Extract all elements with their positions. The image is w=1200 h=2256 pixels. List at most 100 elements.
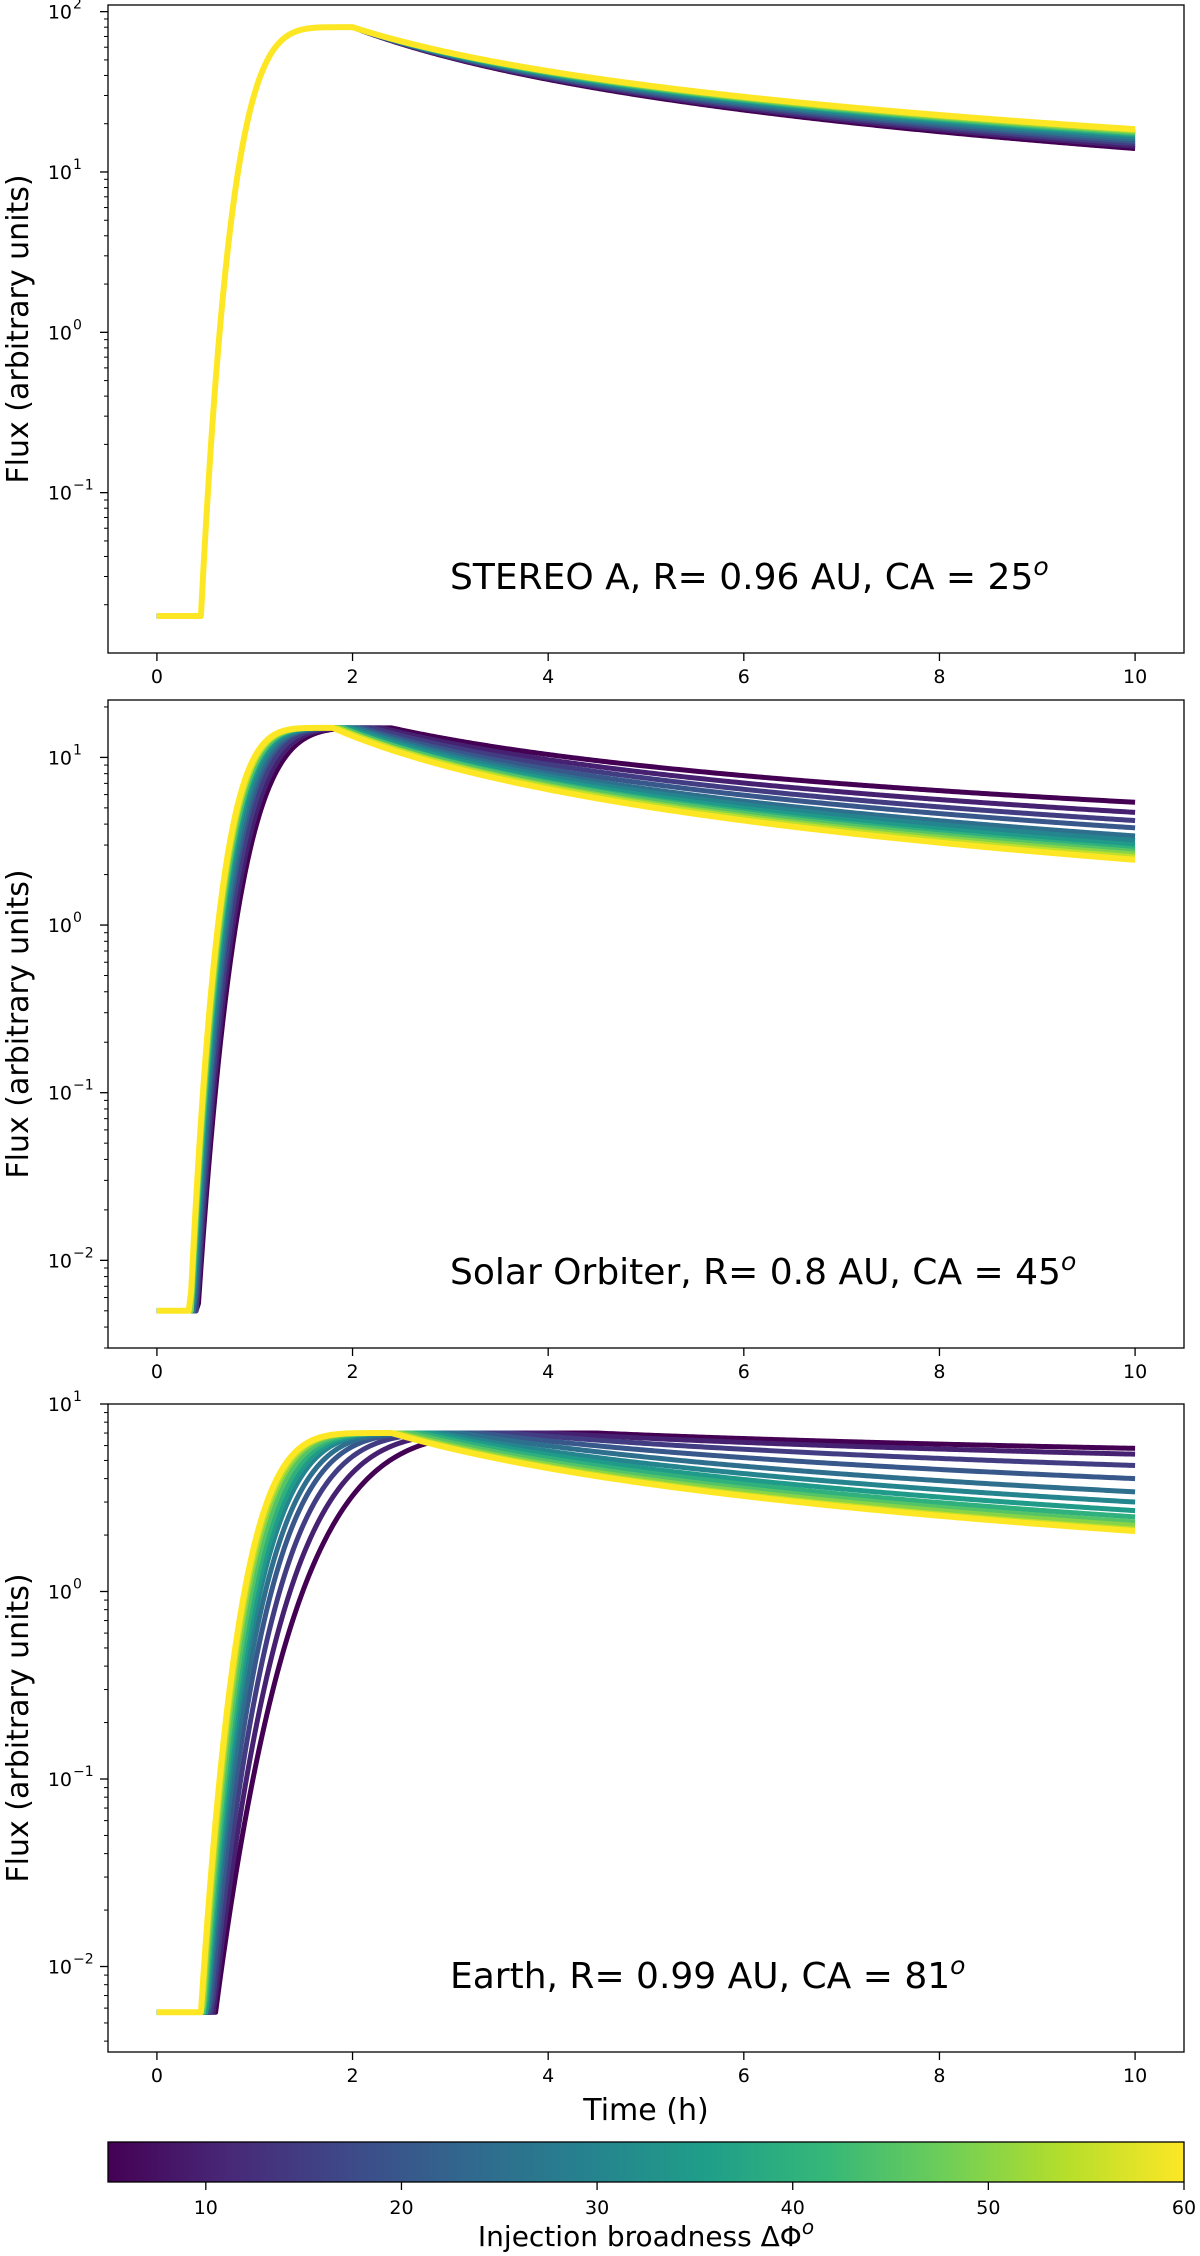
y-tick-exponent: 1 (73, 157, 82, 173)
y-tick-exponent: 1 (73, 1389, 82, 1405)
annotation-superscript: o (1033, 552, 1048, 581)
y-tick-base: 10 (48, 1250, 72, 1272)
x-tick-label: 0 (151, 2065, 163, 2087)
colorbar-tick-label: 10 (194, 2197, 218, 2219)
y-tick-exponent: −1 (73, 478, 94, 494)
colorbar-label: Injection broadness ΔΦo (478, 2215, 814, 2253)
axes-frame (107, 699, 1185, 1349)
y-tick-label: 10 (48, 1394, 72, 1416)
y-tick-label: 10 (48, 1083, 72, 1105)
y-tick-base: 10 (48, 1769, 72, 1791)
series-line (156, 24, 1136, 619)
x-tick-label: 0 (151, 1361, 163, 1383)
series-line (156, 24, 1136, 619)
series-line (156, 1430, 1136, 2015)
colorbar-tick-label: 30 (585, 2197, 609, 2219)
x-tick-label: 2 (346, 2065, 358, 2087)
series-line (156, 24, 1136, 619)
x-tick-label: 6 (738, 1361, 750, 1383)
y-tick-exponent: −2 (73, 1952, 94, 1968)
colorbar-label-superscript: o (802, 2215, 814, 2239)
series-line (156, 24, 1136, 619)
y-tick-base: 10 (48, 1957, 72, 1979)
series-line (156, 1430, 1136, 2015)
y-tick-base: 10 (48, 747, 72, 769)
x-tick-label: 10 (1123, 1361, 1147, 1383)
colorbar-tick-label: 20 (389, 2197, 413, 2219)
y-tick-exponent: −1 (73, 1764, 94, 1780)
panel-annotation: STEREO A, R= 0.96 AU, CA = 25o (450, 552, 1049, 598)
x-tick-label: 4 (542, 1361, 554, 1383)
y-tick-exponent: 0 (73, 317, 82, 333)
y-axis-label: Flux (arbitrary units) (1, 174, 36, 483)
series-line (156, 1430, 1136, 2015)
annotation-text: Earth, R= 0.99 AU, CA = 81 (450, 1956, 950, 1997)
annotation-text: STEREO A, R= 0.96 AU, CA = 25 (450, 557, 1033, 598)
series-line (156, 1430, 1136, 2015)
annotation-superscript: o (950, 1951, 965, 1980)
x-tick-label: 6 (738, 2065, 750, 2087)
series-line (156, 24, 1136, 619)
y-tick-base: 10 (48, 322, 72, 344)
y-tick-base: 10 (48, 483, 72, 505)
series-line (156, 24, 1136, 619)
y-axis-label: Flux (arbitrary units) (1, 1573, 36, 1882)
x-tick-label: 2 (346, 1361, 358, 1383)
series-line (156, 1430, 1136, 2015)
annotation-text: Solar Orbiter, R= 0.8 AU, CA = 45 (450, 1252, 1061, 1293)
y-tick-base: 10 (48, 1582, 72, 1604)
series-line (156, 24, 1136, 619)
series-line (156, 24, 1136, 619)
series-line (156, 1430, 1136, 2016)
colorbar-tick-label: 60 (1172, 2197, 1196, 2219)
series-line (156, 724, 1136, 1314)
x-tick-label: 8 (933, 1361, 945, 1383)
x-tick-label: 10 (1123, 666, 1147, 688)
y-tick-exponent: 0 (73, 910, 82, 926)
y-tick-label: 10 (48, 162, 72, 184)
y-tick-exponent: −2 (73, 1245, 94, 1261)
x-tick-label: 8 (933, 2065, 945, 2087)
y-tick-base: 10 (48, 2, 72, 24)
series-line (156, 1430, 1136, 2015)
series-line (156, 1430, 1136, 2015)
y-tick-label: 10 (48, 483, 72, 505)
series-line (156, 1430, 1136, 2015)
y-tick-label: 10 (48, 2, 72, 24)
x-tick-label: 10 (1123, 2065, 1147, 2087)
panel-annotation: Earth, R= 0.99 AU, CA = 81o (450, 1951, 965, 1997)
series-line (156, 1430, 1136, 2015)
axes-frame (107, 4, 1185, 654)
series-line (156, 24, 1136, 620)
series-lines (156, 724, 1136, 1314)
colorbar-label-text: Injection broadness ΔΦ (478, 2220, 802, 2253)
y-tick-base: 10 (48, 162, 72, 184)
x-tick-label: 4 (542, 2065, 554, 2087)
series-line (156, 24, 1136, 619)
series-lines (156, 1430, 1136, 2016)
y-tick-label: 10 (48, 322, 72, 344)
x-tick-label: 8 (933, 666, 945, 688)
y-tick-base: 10 (48, 1394, 72, 1416)
x-tick-label: 0 (151, 666, 163, 688)
series-line (156, 24, 1136, 619)
y-tick-exponent: 0 (73, 1577, 82, 1593)
y-tick-base: 10 (48, 1083, 72, 1105)
x-tick-label: 2 (346, 666, 358, 688)
y-tick-exponent: 1 (73, 742, 82, 758)
y-tick-label: 10 (48, 1957, 72, 1979)
y-tick-label: 10 (48, 747, 72, 769)
y-axis-label: Flux (arbitrary units) (1, 869, 36, 1178)
y-tick-label: 10 (48, 1582, 72, 1604)
series-line (156, 24, 1136, 619)
y-tick-base: 10 (48, 915, 72, 937)
colorbar-tick-label: 50 (976, 2197, 1000, 2219)
colorbar-gradient (107, 2141, 1185, 2183)
annotation-superscript: o (1061, 1247, 1076, 1276)
axes-frame (107, 1403, 1185, 2053)
y-tick-label: 10 (48, 915, 72, 937)
x-tick-label: 4 (542, 666, 554, 688)
